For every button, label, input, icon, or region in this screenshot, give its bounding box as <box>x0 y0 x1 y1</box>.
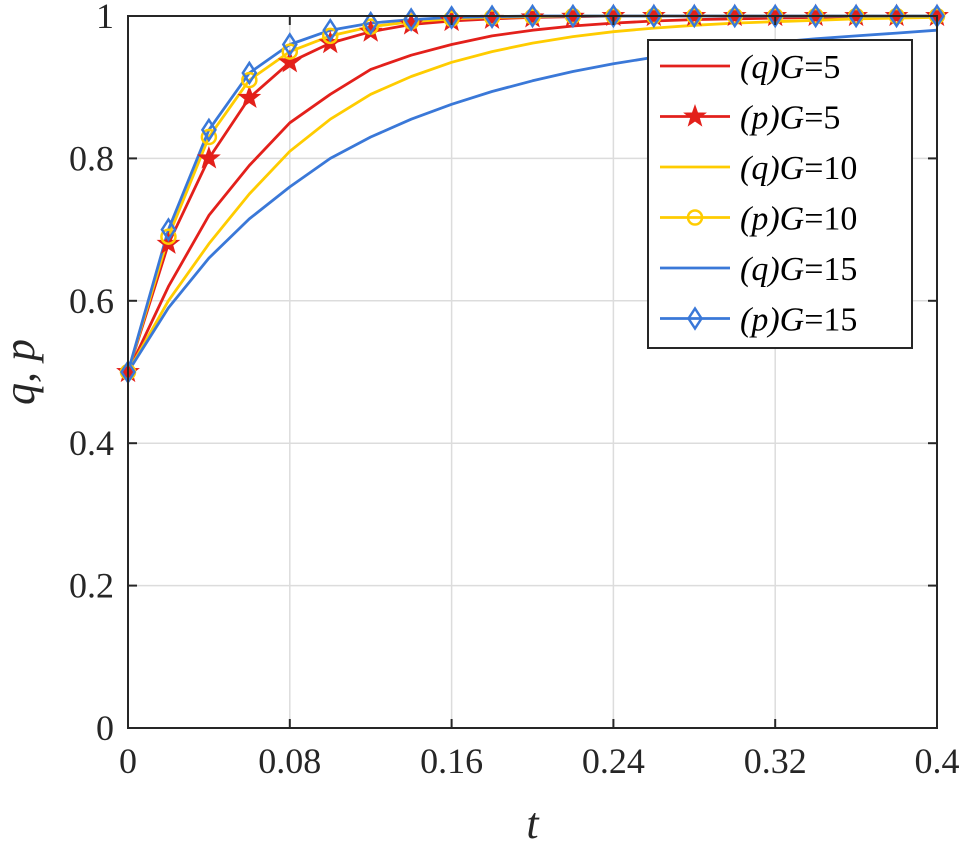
data-point <box>767 3 784 29</box>
legend-item: (p)G=15 <box>660 302 857 339</box>
legend-item: (p)G=10 <box>660 201 857 238</box>
legend-item: (p)G=5 <box>660 100 840 137</box>
data-point <box>686 3 703 29</box>
x-tick-label: 0.4 <box>915 741 960 781</box>
legend-label: (p)G=10 <box>740 201 857 238</box>
data-point <box>237 85 262 109</box>
y-tick-label: 0.4 <box>69 423 114 463</box>
x-tick-label: 0.16 <box>420 741 483 781</box>
x-axis-label: t <box>526 799 540 848</box>
data-point <box>277 49 302 73</box>
data-point <box>200 128 218 146</box>
legend-item: (q)G=15 <box>660 251 857 288</box>
x-tick-label: 0.24 <box>582 741 645 781</box>
legend-box <box>647 39 913 349</box>
x-tick-label: 0 <box>119 741 137 781</box>
legend-marker <box>686 209 704 226</box>
data-point <box>241 71 258 89</box>
data-point <box>564 3 581 29</box>
y-tick-label: 1 <box>96 0 114 36</box>
legend-label: (p)G=5 <box>740 100 840 137</box>
data-point <box>322 17 339 43</box>
data-point <box>200 117 217 143</box>
legend-label: (p)G=15 <box>740 302 857 339</box>
data-point <box>524 3 541 29</box>
data-point <box>888 3 905 29</box>
data-point <box>484 4 501 30</box>
data-point <box>844 3 869 27</box>
series-line-2 <box>126 16 938 373</box>
data-point <box>281 32 298 57</box>
data-point <box>641 3 666 27</box>
legend-label: (q)G=10 <box>740 150 857 187</box>
x-tick-label: 0.08 <box>258 741 321 781</box>
data-point <box>605 3 622 29</box>
y-tick-label: 0.6 <box>69 281 114 321</box>
legend-marker <box>687 306 703 331</box>
data-point <box>241 60 258 86</box>
legend-item: (q)G=5 <box>660 49 840 86</box>
data-point <box>807 3 824 29</box>
data-point <box>362 10 379 36</box>
data-point <box>160 217 177 242</box>
legend-item: (q)G=10 <box>660 150 857 187</box>
data-point <box>682 3 707 27</box>
y-tick-label: 0 <box>96 708 114 748</box>
data-point <box>848 3 865 29</box>
data-point <box>726 3 743 29</box>
legend-marker <box>683 103 707 127</box>
legend-label: (q)G=15 <box>740 251 857 288</box>
data-point <box>196 145 221 169</box>
plot-frame <box>127 15 938 729</box>
data-point <box>443 5 460 30</box>
data-point <box>722 3 747 27</box>
data-point <box>281 43 299 60</box>
legend-label: (q)G=5 <box>740 49 840 86</box>
tick-labels: 0 0.08 0.16 0.24 0.32 0.4 0 0.2 0.4 0.6 0.8 1 <box>69 0 960 781</box>
axis-ticks <box>127 15 938 729</box>
y-tick-label: 0.8 <box>69 138 114 178</box>
x-tick-label: 0.32 <box>744 741 807 781</box>
data-point <box>803 3 828 27</box>
data-point <box>322 27 339 45</box>
legend: (q)G=5 (p)G=5 (q)G=10 (p)G=10 (q)G=15 (p)G=15 <box>647 39 913 349</box>
y-tick-label: 0.2 <box>69 566 114 606</box>
data-point <box>160 228 177 245</box>
data-point <box>884 3 909 27</box>
data-point <box>645 3 662 29</box>
series-line-0 <box>126 14 938 373</box>
y-axis-label: q, p <box>0 339 44 405</box>
